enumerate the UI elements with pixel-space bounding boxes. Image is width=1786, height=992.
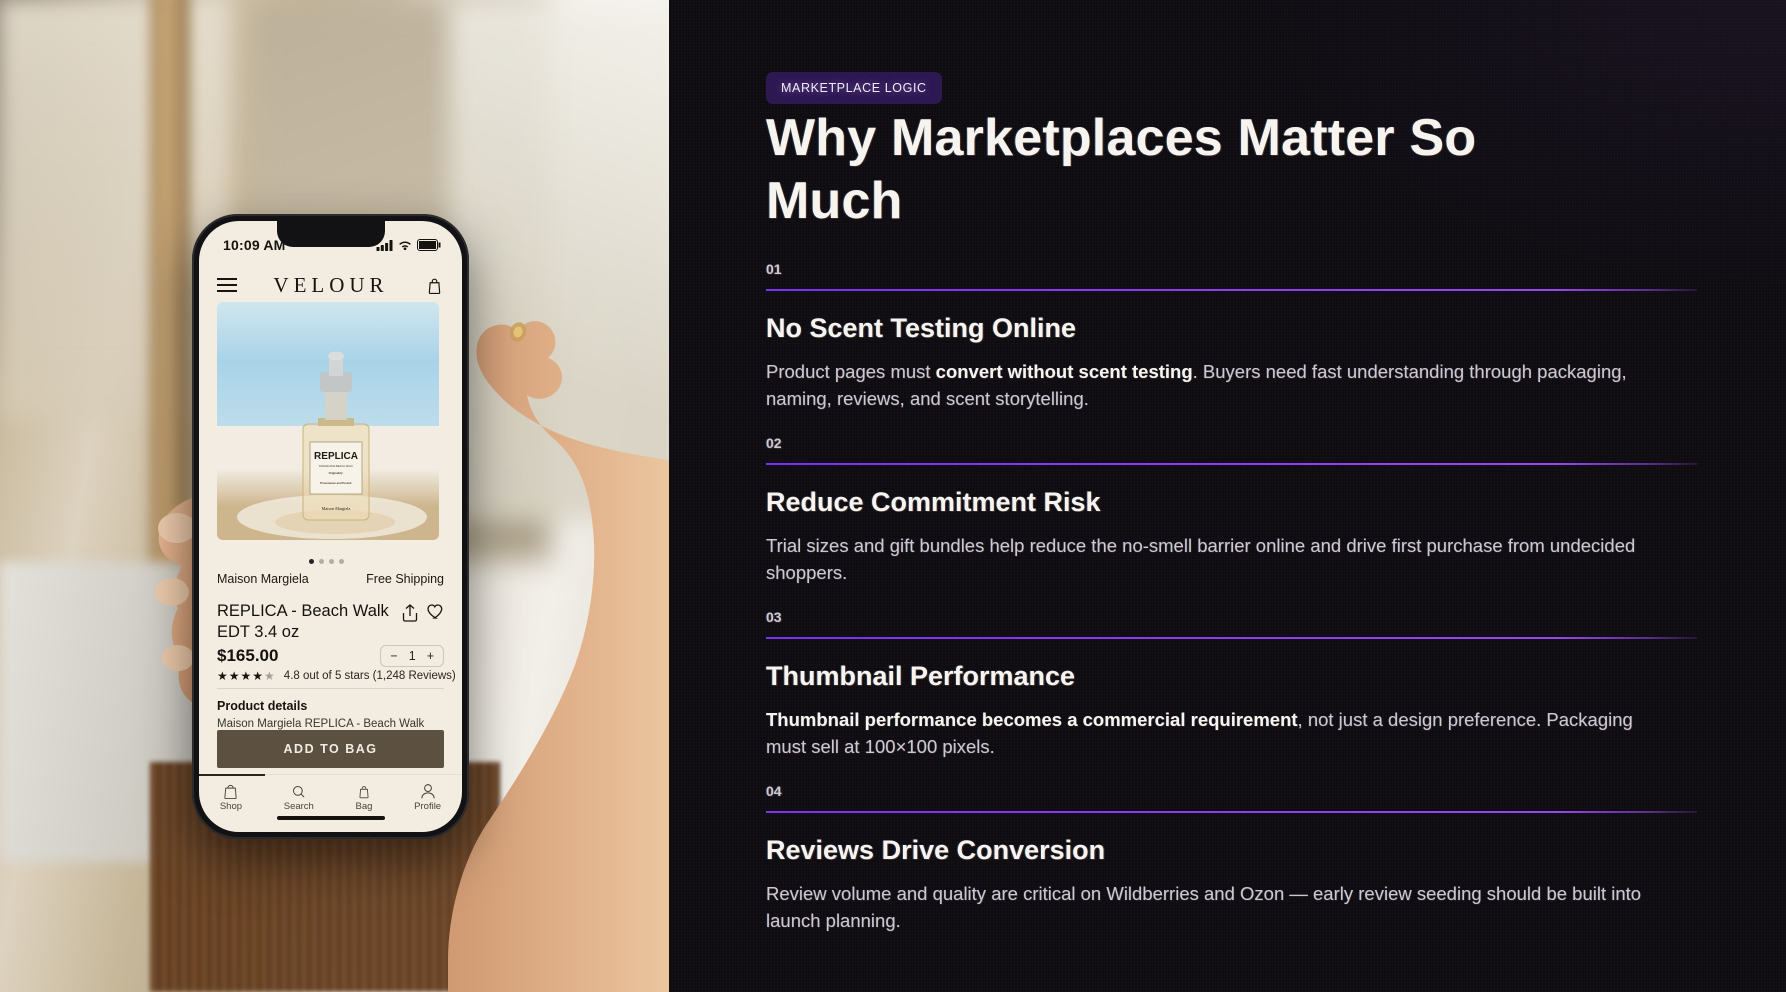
svg-text:Maison Margiela: Maison Margiela [322, 506, 351, 511]
svg-text:FRAGRANCE BEACH WALK: FRAGRANCE BEACH WALK [319, 464, 353, 468]
svg-text:REPLICA: REPLICA [314, 451, 358, 462]
svg-text:Provenance and Period:: Provenance and Period: [320, 481, 352, 485]
svg-text:Originality:: Originality: [329, 471, 344, 475]
